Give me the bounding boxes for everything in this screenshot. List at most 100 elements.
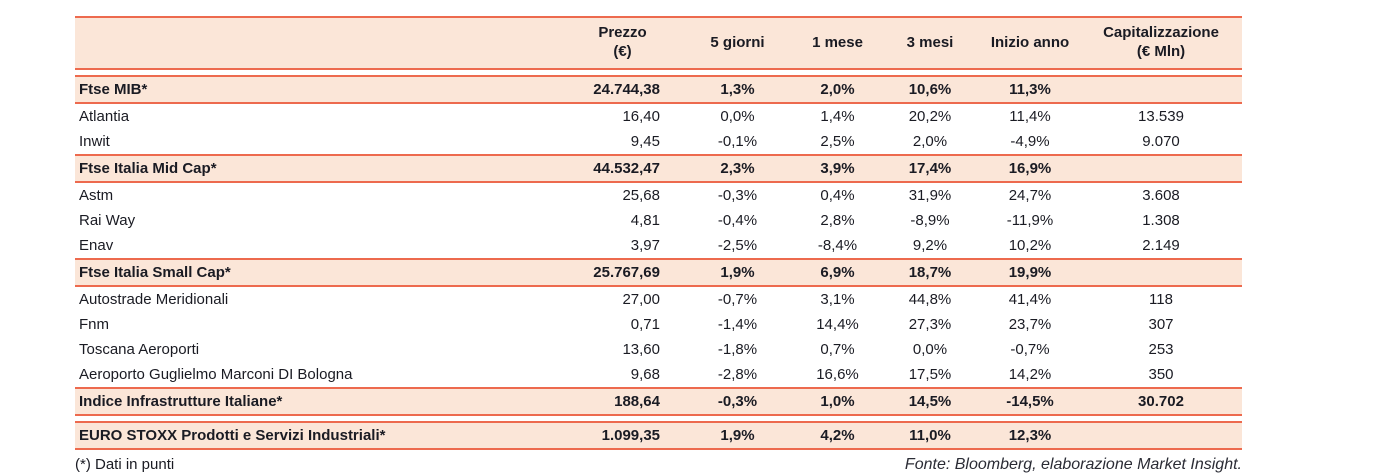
stock-row-aeroporto-marconi-bologna: Aeroporto Guglielmo Marconi DI Bologna 9… (75, 362, 1242, 388)
cell-5-giorni: -0,3% (680, 387, 795, 416)
cell-inizio-anno: 10,2% (980, 233, 1080, 259)
cell-name: Fnm (75, 312, 565, 337)
index-row-ftse-italia-small-cap: Ftse Italia Small Cap* 25.767,69 1,9% 6,… (75, 258, 1242, 287)
spacer-row (75, 69, 1242, 76)
cell-name: Inwit (75, 129, 565, 155)
cell-name: Toscana Aeroporti (75, 337, 565, 362)
cell-3-mesi: 10,6% (880, 75, 980, 104)
cell-name: Astm (75, 182, 565, 208)
cell-name: Ftse Italia Small Cap* (75, 258, 565, 287)
cell-3-mesi: 2,0% (880, 129, 980, 155)
cell-inizio-anno: -14,5% (980, 387, 1080, 416)
cell-1-mese: 1,4% (795, 103, 880, 129)
header-name (75, 16, 565, 70)
cell-prezzo: 4,81 (565, 208, 680, 233)
cell-5-giorni: -0,3% (680, 182, 795, 208)
cell-name: EURO STOXX Prodotti e Servizi Industrial… (75, 421, 565, 450)
cell-capitalizzazione: 1.308 (1080, 208, 1242, 233)
cell-5-giorni: -0,1% (680, 129, 795, 155)
cell-inizio-anno: 24,7% (980, 182, 1080, 208)
index-row-ftse-italia-mid-cap: Ftse Italia Mid Cap* 44.532,47 2,3% 3,9%… (75, 154, 1242, 183)
cell-prezzo: 24.744,38 (565, 75, 680, 104)
cell-1-mese: 2,0% (795, 75, 880, 104)
header-5-giorni: 5 giorni (680, 16, 795, 70)
cell-3-mesi: 31,9% (880, 182, 980, 208)
cell-1-mese: 0,7% (795, 337, 880, 362)
cell-3-mesi: 18,7% (880, 258, 980, 287)
cell-5-giorni: -1,8% (680, 337, 795, 362)
cell-prezzo: 13,60 (565, 337, 680, 362)
stock-row-enav: Enav 3,97 -2,5% -8,4% 9,2% 10,2% 2.149 (75, 233, 1242, 259)
cell-prezzo: 1.099,35 (565, 421, 680, 450)
cell-name: Rai Way (75, 208, 565, 233)
cell-1-mese: 0,4% (795, 182, 880, 208)
cell-3-mesi: 20,2% (880, 103, 980, 129)
cell-1-mese: 3,9% (795, 154, 880, 183)
cell-5-giorni: 1,9% (680, 421, 795, 450)
cell-prezzo: 9,68 (565, 362, 680, 388)
cell-capitalizzazione (1080, 75, 1242, 104)
cell-inizio-anno: 14,2% (980, 362, 1080, 388)
header-inizio-anno: Inizio anno (980, 16, 1080, 70)
cell-prezzo: 25.767,69 (565, 258, 680, 287)
cell-name: Ftse Italia Mid Cap* (75, 154, 565, 183)
cell-capitalizzazione: 13.539 (1080, 103, 1242, 129)
footnote-bar: (*) Dati in punti Fonte: Bloomberg, elab… (75, 456, 1242, 474)
stock-row-toscana-aeroporti: Toscana Aeroporti 13,60 -1,8% 0,7% 0,0% … (75, 337, 1242, 362)
cell-inizio-anno: -11,9% (980, 208, 1080, 233)
cell-inizio-anno: -0,7% (980, 337, 1080, 362)
cell-name: Ftse MIB* (75, 75, 565, 104)
cell-5-giorni: 2,3% (680, 154, 795, 183)
cell-3-mesi: -8,9% (880, 208, 980, 233)
cell-1-mese: 1,0% (795, 387, 880, 416)
cell-prezzo: 0,71 (565, 312, 680, 337)
cell-prezzo: 188,64 (565, 387, 680, 416)
cell-1-mese: 3,1% (795, 286, 880, 312)
header-3-mesi: 3 mesi (880, 16, 980, 70)
cell-1-mese: 4,2% (795, 421, 880, 450)
market-performance-table: Prezzo (€) 5 giorni 1 mese 3 mesi Inizio… (75, 16, 1242, 450)
cell-5-giorni: -1,4% (680, 312, 795, 337)
cell-capitalizzazione: 118 (1080, 286, 1242, 312)
cell-inizio-anno: 19,9% (980, 258, 1080, 287)
cell-prezzo: 44.532,47 (565, 154, 680, 183)
header-capitalizzazione: Capitalizzazione (€ Mln) (1080, 16, 1242, 70)
cell-5-giorni: -2,8% (680, 362, 795, 388)
stock-row-astm: Astm 25,68 -0,3% 0,4% 31,9% 24,7% 3.608 (75, 182, 1242, 208)
index-row-infrastrutture-italiane: Indice Infrastrutture Italiane* 188,64 -… (75, 387, 1242, 416)
cell-5-giorni: -2,5% (680, 233, 795, 259)
cell-capitalizzazione: 30.702 (1080, 387, 1242, 416)
footnote-dati-in-punti: (*) Dati in punti (75, 456, 175, 473)
cell-5-giorni: -0,7% (680, 286, 795, 312)
cell-3-mesi: 44,8% (880, 286, 980, 312)
cell-capitalizzazione: 307 (1080, 312, 1242, 337)
header-row: Prezzo (€) 5 giorni 1 mese 3 mesi Inizio… (75, 16, 1242, 70)
cell-3-mesi: 0,0% (880, 337, 980, 362)
header-prezzo: Prezzo (€) (565, 16, 680, 70)
cell-inizio-anno: 16,9% (980, 154, 1080, 183)
cell-1-mese: 6,9% (795, 258, 880, 287)
cell-3-mesi: 17,4% (880, 154, 980, 183)
cell-inizio-anno: 23,7% (980, 312, 1080, 337)
cell-capitalizzazione: 2.149 (1080, 233, 1242, 259)
cell-capitalizzazione (1080, 258, 1242, 287)
cell-prezzo: 3,97 (565, 233, 680, 259)
stock-row-atlantia: Atlantia 16,40 0,0% 1,4% 20,2% 11,4% 13.… (75, 103, 1242, 129)
cell-1-mese: 16,6% (795, 362, 880, 388)
cell-name: Autostrade Meridionali (75, 286, 565, 312)
cell-5-giorni: 1,9% (680, 258, 795, 287)
header-capitalizzazione-line1: Capitalizzazione (1103, 24, 1219, 42)
cell-capitalizzazione: 350 (1080, 362, 1242, 388)
cell-name: Aeroporto Guglielmo Marconi DI Bologna (75, 362, 565, 388)
stock-row-rai-way: Rai Way 4,81 -0,4% 2,8% -8,9% -11,9% 1.3… (75, 208, 1242, 233)
spacer-cell (75, 69, 1242, 76)
cell-inizio-anno: 11,3% (980, 75, 1080, 104)
cell-5-giorni: 1,3% (680, 75, 795, 104)
stock-row-autostrade-meridionali: Autostrade Meridionali 27,00 -0,7% 3,1% … (75, 286, 1242, 312)
cell-prezzo: 16,40 (565, 103, 680, 129)
spacer-row (75, 415, 1242, 422)
header-capitalizzazione-line2: (€ Mln) (1136, 43, 1186, 60)
cell-name: Enav (75, 233, 565, 259)
cell-prezzo: 25,68 (565, 182, 680, 208)
cell-5-giorni: 0,0% (680, 103, 795, 129)
